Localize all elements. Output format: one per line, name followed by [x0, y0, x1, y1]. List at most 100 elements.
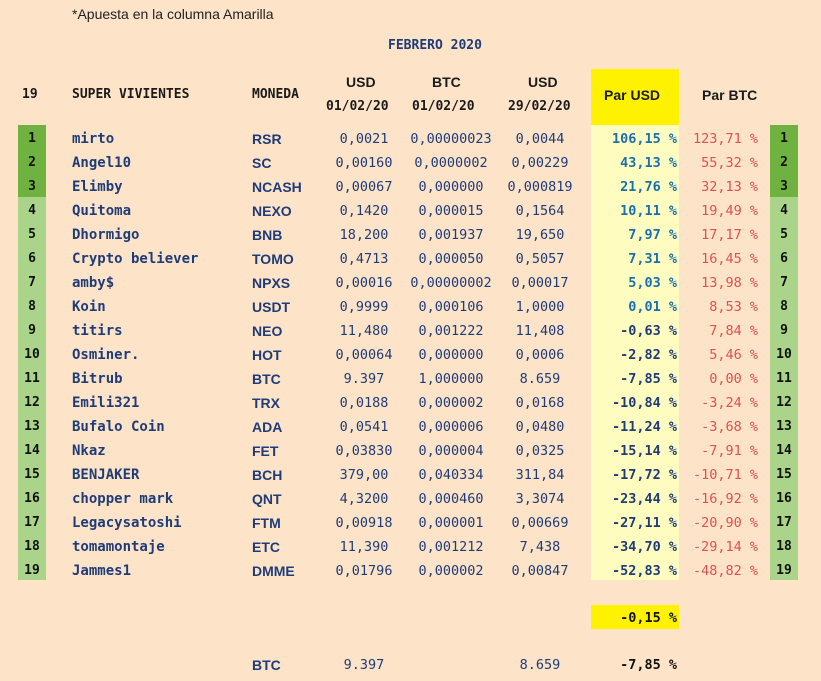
row-par-usd: -11,24 %: [611, 419, 677, 435]
row-par-btc: 13,98 %: [701, 275, 758, 291]
row-rank: 19: [24, 563, 40, 578]
row-usd-end: 0,0006: [515, 347, 565, 363]
row-par-btc: 32,13 %: [701, 179, 758, 195]
row-coin: USDT: [252, 299, 291, 315]
row-btc-start: 0,000050: [418, 251, 484, 267]
rank-column-right: [770, 125, 798, 580]
row-btc-start: 1,000000: [418, 371, 484, 387]
row-rank-right: 18: [776, 539, 792, 554]
row-rank: 2: [28, 155, 36, 170]
row-rank-right: 8: [780, 299, 788, 314]
row-rank: 15: [24, 467, 40, 482]
row-par-usd: -15,14 %: [611, 443, 677, 459]
row-usd-start: 0,9999: [339, 299, 389, 315]
row-usd-end: 311,84: [515, 467, 565, 483]
row-par-usd: -52,83 %: [611, 563, 677, 579]
row-rank-right: 1: [780, 131, 788, 146]
row-rank: 3: [28, 179, 36, 194]
header-usd2-line1: USD: [528, 74, 558, 90]
btc-summary-coin: BTC: [252, 657, 281, 673]
row-btc-start: 0,001212: [418, 539, 484, 555]
row-usd-start: 11,390: [339, 539, 389, 555]
row-par-usd: 7,31 %: [628, 251, 677, 267]
row-rank-right: 3: [780, 179, 788, 194]
row-par-btc: -7,91 %: [701, 443, 758, 459]
row-coin: SC: [252, 155, 272, 171]
row-usd-start: 0,00160: [335, 155, 393, 171]
row-usd-start: 0,03830: [335, 443, 393, 459]
row-rank: 9: [28, 323, 36, 338]
row-btc-start: 0,0000002: [414, 155, 488, 171]
row-name: mirto: [72, 131, 115, 147]
row-name: Dhormigo: [72, 227, 140, 243]
row-rank-right: 15: [776, 467, 792, 482]
row-rank-right: 16: [776, 491, 792, 506]
row-usd-end: 0,0325: [515, 443, 565, 459]
btc-summary-usd-start: 9.397: [343, 657, 385, 673]
average-par-usd: -0,15 %: [620, 610, 677, 626]
row-coin: HOT: [252, 347, 282, 363]
row-par-usd: -34,70 %: [611, 539, 677, 555]
row-name: Koin: [72, 299, 106, 315]
row-coin: NEXO: [252, 203, 292, 219]
row-par-btc: -29,14 %: [692, 539, 758, 555]
row-btc-start: 0,040334: [418, 467, 484, 483]
row-par-usd: 43,13 %: [620, 155, 677, 171]
row-name: Emili321: [72, 395, 140, 411]
row-par-btc: 16,45 %: [701, 251, 758, 267]
row-usd-end: 0,000819: [507, 179, 573, 195]
row-rank-right: 7: [780, 275, 788, 290]
row-par-usd: -17,72 %: [611, 467, 677, 483]
row-rank: 10: [24, 347, 40, 362]
row-par-usd: 0,01 %: [628, 299, 677, 315]
month-title: FEBRERO 2020: [388, 38, 482, 53]
row-usd-end: 7,438: [519, 539, 561, 555]
row-name: Elimby: [72, 179, 123, 195]
row-rank-right: 13: [776, 419, 792, 434]
row-rank-right: 14: [776, 443, 792, 458]
row-coin: FTM: [252, 515, 281, 531]
row-par-btc: 5,46 %: [709, 347, 758, 363]
row-btc-start: 0,000015: [418, 203, 484, 219]
row-usd-end: 0,00017: [511, 275, 569, 291]
header-usd1-line2: 01/02/20: [326, 99, 389, 114]
row-usd-start: 379,00: [339, 467, 389, 483]
row-par-btc: 8,53 %: [709, 299, 758, 315]
row-usd-end: 0,1564: [515, 203, 565, 219]
header-par-btc: Par BTC: [702, 87, 758, 103]
row-btc-start: 0,001222: [418, 323, 484, 339]
row-rank: 17: [24, 515, 40, 530]
row-par-usd: 5,03 %: [628, 275, 677, 291]
row-par-usd: 7,97 %: [628, 227, 677, 243]
row-rank-right: 11: [776, 371, 792, 386]
row-usd-start: 0,0021: [339, 131, 389, 147]
btc-summary-usd-end: 8.659: [519, 657, 561, 673]
row-btc-start: 0,000106: [418, 299, 484, 315]
row-name: Osminer.: [72, 347, 140, 363]
row-usd-end: 0,00229: [511, 155, 569, 171]
row-par-btc: -20,90 %: [692, 515, 758, 531]
row-rank: 14: [24, 443, 40, 458]
row-coin: BNB: [252, 227, 283, 243]
row-par-btc: -48,82 %: [692, 563, 758, 579]
row-btc-start: 0,000001: [418, 515, 484, 531]
row-usd-start: 0,00064: [335, 347, 393, 363]
row-name: Quitoma: [72, 203, 132, 219]
row-usd-start: 11,480: [339, 323, 389, 339]
row-usd-end: 0,5057: [515, 251, 565, 267]
row-btc-start: 0,001937: [418, 227, 484, 243]
row-usd-start: 0,00016: [335, 275, 393, 291]
row-rank-right: 9: [780, 323, 788, 338]
row-coin: RSR: [252, 131, 282, 147]
row-usd-start: 0,1420: [339, 203, 389, 219]
header-coin: MONEDA: [252, 87, 299, 102]
row-usd-end: 1,0000: [515, 299, 565, 315]
row-name: Crypto believer: [72, 251, 199, 267]
row-coin: BTC: [252, 371, 281, 387]
row-coin: QNT: [252, 491, 282, 507]
header-usd2-line2: 29/02/20: [508, 99, 571, 114]
row-btc-start: 0,000004: [418, 443, 484, 459]
row-usd-start: 9.397: [343, 371, 385, 387]
par-usd-header-bg: [591, 69, 679, 125]
row-name: chopper mark: [72, 491, 174, 507]
